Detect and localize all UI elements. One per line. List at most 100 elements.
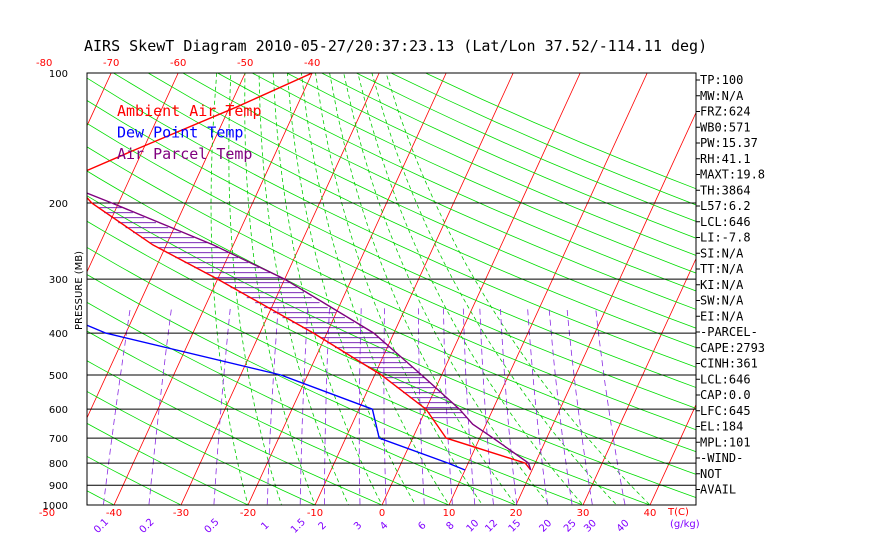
bottom-temp-tick-label: -10 (307, 508, 323, 519)
mixing-ratio-tick-label: 2 (317, 520, 329, 532)
sounding-index: TP:100 (700, 73, 743, 87)
moist-adiabat-line (301, 73, 450, 505)
dry-adiabat-line (87, 274, 585, 505)
top-temp-tick-label: -80 (36, 58, 52, 69)
sounding-index: LFC:645 (700, 404, 751, 418)
bottom-temp-tick-label: 20 (510, 508, 523, 519)
sounding-index: L57:6.2 (700, 199, 751, 213)
moist-adiabat-line (228, 73, 282, 505)
top-temp-tick-label: -50 (237, 58, 253, 69)
dry-adiabat-line (0, 73, 62, 513)
chart-title: AIRS SkewT Diagram 2010-05-27/20:37:23.1… (84, 37, 707, 55)
moist-adiabat-line (286, 73, 416, 505)
top-temp-tick-label: -60 (170, 58, 186, 69)
sounding-index: EI:N/A (700, 309, 744, 323)
mixing-ratio-line (595, 307, 626, 505)
ambient-air-temp-line (87, 73, 532, 471)
dry-adiabat-line (147, 73, 696, 329)
isotherm-line (784, 73, 870, 505)
plot-frame (86, 72, 697, 506)
bottom-temp-tick-label: -50 (39, 508, 55, 519)
moist-adiabat-line (329, 73, 517, 505)
sounding-index: SI:N/A (700, 246, 744, 260)
sounding-index: -WIND- (700, 451, 743, 465)
sounding-index: SW:N/A (700, 294, 744, 308)
sounding-index: LI:-7.8 (700, 231, 751, 245)
sounding-index: TT:N/A (700, 262, 744, 276)
isotherm-line (113, 73, 313, 505)
dry-adiabat-line (252, 73, 696, 274)
dry-adiabat-line (217, 73, 696, 292)
pressure-tick-label: 900 (49, 481, 68, 492)
isotherm-line (649, 403, 696, 505)
sounding-index: RH:41.1 (700, 152, 751, 166)
mixing-ratio-line (266, 307, 279, 505)
mixing-ratio-line (383, 307, 387, 505)
dry-adiabat-line (113, 73, 696, 348)
dry-adiabat-line (87, 122, 696, 409)
moist-adiabat-line (210, 73, 249, 505)
moist-adiabat-line (315, 73, 483, 505)
sounding-index: MAXT:19.8 (700, 168, 765, 182)
sounding-index: LCL:646 (700, 372, 751, 386)
moist-adiabat-line (357, 73, 584, 505)
mixing-ratio-tick-label: 1.5 (289, 517, 308, 536)
air-parcel-temp-line (87, 192, 532, 471)
moist-adiabat-line (258, 73, 349, 505)
mixing-ratio-tick-label: 0.2 (138, 517, 157, 536)
dry-adiabat-line (425, 73, 696, 190)
pressure-tick-label: 400 (49, 329, 68, 340)
mixing-ratio-tick-label: 12 (483, 518, 500, 535)
isotherm-line (0, 73, 44, 505)
mixing-ratio-tick-label: 0.5 (203, 517, 222, 536)
sounding-index: MPL:101 (700, 435, 751, 449)
top-temp-tick-label: -70 (103, 58, 119, 69)
bottom-temp-tick-label: 40 (644, 508, 657, 519)
moist-adiabat-line (244, 73, 316, 505)
bottom-temp-tick-label: -20 (240, 508, 256, 519)
sounding-index: CINH:361 (700, 357, 758, 371)
isotherm-line (582, 257, 696, 505)
pressure-tick-label: 800 (49, 459, 68, 470)
mixing-ratio-tick-label: 6 (416, 520, 428, 532)
legend-entry: Ambient Air Temp (117, 102, 262, 120)
dry-adiabat-line (87, 330, 451, 505)
dew-point-temp-line (87, 324, 466, 471)
mixing-ratio-tick-label: 25 (562, 518, 579, 535)
legend-entry: Dew Point Temp (117, 124, 243, 142)
dry-adiabat-line (182, 73, 696, 310)
dry-adiabat-line (87, 195, 696, 475)
sounding-index: NOT (700, 467, 722, 481)
isotherm-line (180, 73, 380, 505)
bottom-temp-tick-label: -30 (173, 508, 189, 519)
dry-adiabat-line (87, 391, 316, 505)
sounding-index: CAPE:2793 (700, 341, 765, 355)
mixing-ratio-tick-label: 20 (537, 518, 554, 535)
mixing-ratio-tick-label: 30 (582, 518, 599, 535)
mixing-ratio-tick-label: 1 (259, 520, 271, 532)
isotherm-line (515, 111, 696, 505)
dry-adiabat-line (87, 247, 652, 505)
sounding-index: PW:15.37 (700, 136, 758, 150)
mixing-ratio-tick-label: 0.1 (92, 517, 111, 536)
mixing-ratio-unit-label: (g/kg) (670, 519, 700, 530)
pressure-tick-label: 1000 (43, 501, 68, 512)
mixing-ratio-tick-label: 4 (378, 520, 390, 532)
mixing-ratio-line (462, 307, 476, 505)
pressure-tick-label: 200 (49, 199, 68, 210)
top-temp-tick-label: -40 (304, 58, 320, 69)
isotherm-line (381, 73, 581, 505)
bottom-temp-tick-label: 0 (379, 508, 385, 519)
mixing-ratio-tick-label: 40 (615, 518, 632, 535)
dry-adiabat-line (87, 100, 696, 388)
dry-adiabat-line (286, 73, 696, 256)
sounding-index: TH:3864 (700, 183, 751, 197)
bottom-temp-tick-label: 30 (577, 508, 590, 519)
pressure-tick-label: 100 (49, 69, 68, 80)
sounding-index: MW:N/A (700, 89, 744, 103)
mixing-ratio-line (479, 307, 494, 505)
mixing-ratio-line (527, 307, 549, 505)
sounding-index: AVAIL (700, 483, 736, 497)
bottom-temp-tick-label: 10 (443, 508, 456, 519)
